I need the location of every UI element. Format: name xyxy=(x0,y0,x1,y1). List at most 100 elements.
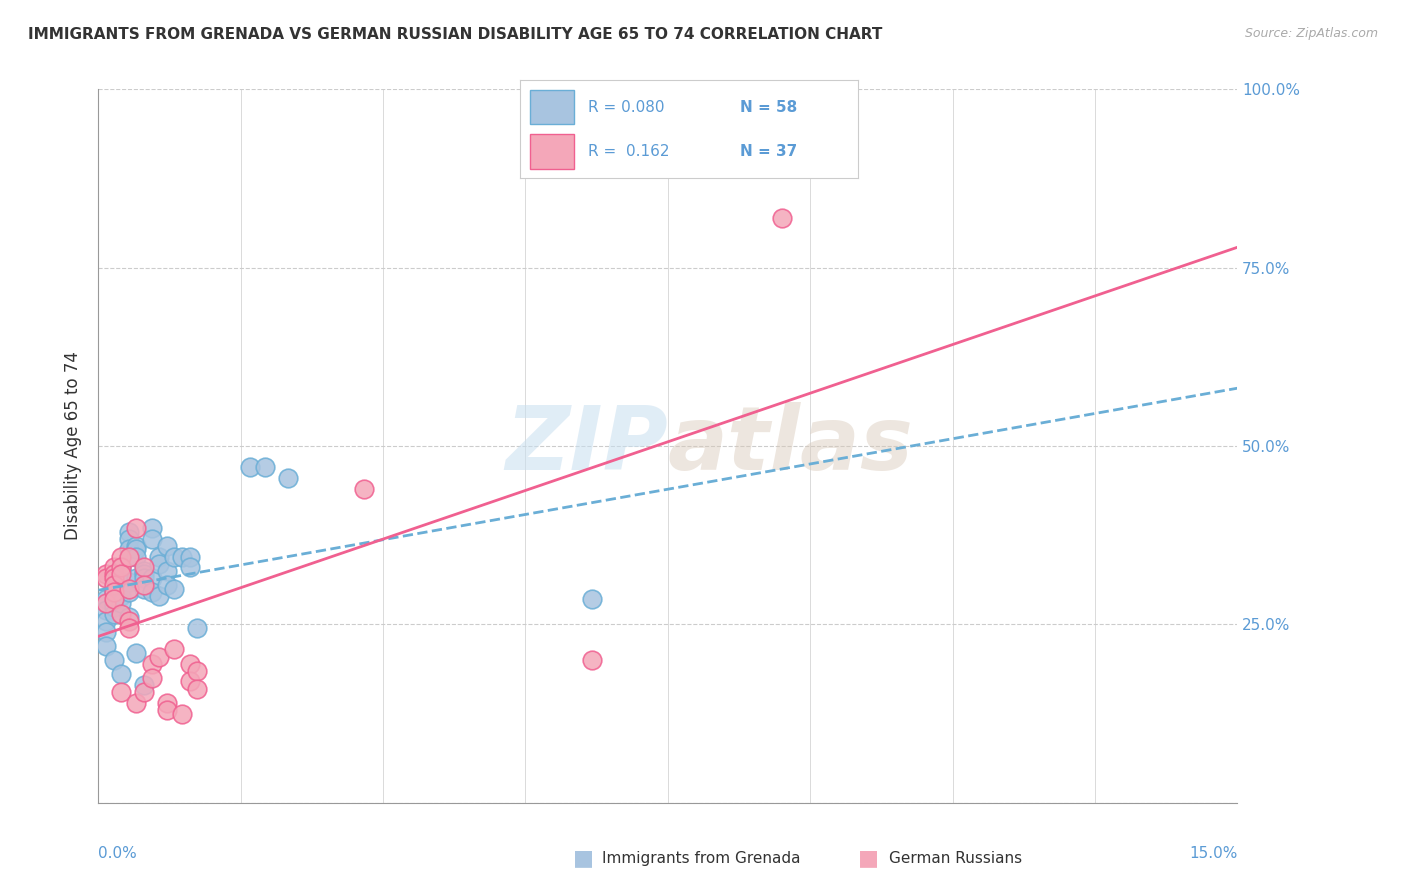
Point xyxy=(103,560,125,574)
Point xyxy=(118,614,141,628)
Point xyxy=(186,664,208,678)
Text: ZIP: ZIP xyxy=(505,402,668,490)
Point xyxy=(125,571,148,585)
Point xyxy=(148,589,170,603)
Point xyxy=(179,674,201,689)
Point xyxy=(770,211,793,225)
Point xyxy=(94,596,117,610)
Point xyxy=(156,564,179,578)
Text: ■: ■ xyxy=(859,848,879,868)
Point xyxy=(125,646,148,660)
Point xyxy=(118,532,141,546)
Point xyxy=(110,596,132,610)
Point xyxy=(118,549,141,564)
Point xyxy=(125,521,148,535)
Point xyxy=(110,564,132,578)
Point xyxy=(94,614,117,628)
Point xyxy=(110,560,132,574)
Point xyxy=(110,574,132,589)
Point xyxy=(132,564,155,578)
Point xyxy=(125,696,148,710)
Point xyxy=(103,585,125,599)
Point xyxy=(170,706,193,721)
Point xyxy=(118,610,141,624)
Bar xyxy=(530,134,574,169)
Text: ■: ■ xyxy=(574,848,593,868)
Point xyxy=(254,460,277,475)
Point xyxy=(103,567,125,582)
Point xyxy=(103,596,125,610)
Point xyxy=(118,574,141,589)
Point xyxy=(110,567,132,582)
Point xyxy=(179,549,201,564)
Point xyxy=(110,560,132,574)
Point xyxy=(277,471,299,485)
Point xyxy=(118,585,141,599)
Point xyxy=(141,657,163,671)
Point xyxy=(163,642,186,657)
Point xyxy=(170,549,193,564)
Point xyxy=(103,571,125,585)
Point xyxy=(103,574,125,589)
Point xyxy=(103,653,125,667)
Point xyxy=(179,560,201,574)
Point xyxy=(141,521,163,535)
Y-axis label: Disability Age 65 to 74: Disability Age 65 to 74 xyxy=(65,351,83,541)
Point xyxy=(103,599,125,614)
Point xyxy=(132,560,155,574)
Point xyxy=(110,607,132,621)
Point xyxy=(103,578,125,592)
Point xyxy=(353,482,375,496)
Point xyxy=(148,557,170,571)
Point xyxy=(141,671,163,685)
Point xyxy=(132,571,155,585)
Point xyxy=(110,685,132,699)
Text: atlas: atlas xyxy=(668,402,914,490)
Point xyxy=(118,524,141,539)
Point xyxy=(156,703,179,717)
Point xyxy=(110,582,132,596)
Point xyxy=(94,603,117,617)
Point xyxy=(581,653,603,667)
Text: R =  0.162: R = 0.162 xyxy=(588,144,669,159)
Point xyxy=(94,571,117,585)
Text: Source: ZipAtlas.com: Source: ZipAtlas.com xyxy=(1244,27,1378,40)
Text: 15.0%: 15.0% xyxy=(1189,846,1237,861)
Point xyxy=(103,582,125,596)
Point xyxy=(156,578,179,592)
Point xyxy=(141,585,163,599)
Text: R = 0.080: R = 0.080 xyxy=(588,100,664,115)
Text: Immigrants from Grenada: Immigrants from Grenada xyxy=(602,851,800,865)
Point xyxy=(186,621,208,635)
Point xyxy=(94,567,117,582)
Point xyxy=(132,678,155,692)
Point xyxy=(163,549,186,564)
Point xyxy=(103,585,125,599)
Point xyxy=(163,582,186,596)
Point xyxy=(186,681,208,696)
Text: 0.0%: 0.0% xyxy=(98,846,138,861)
Point xyxy=(132,582,155,596)
Point xyxy=(239,460,262,475)
Text: N = 58: N = 58 xyxy=(740,100,797,115)
Point xyxy=(103,578,125,592)
Bar xyxy=(530,90,574,124)
Point xyxy=(156,539,179,553)
Point xyxy=(132,578,155,592)
Point xyxy=(118,621,141,635)
Point xyxy=(110,567,132,582)
Text: N = 37: N = 37 xyxy=(740,144,797,159)
Point xyxy=(125,549,148,564)
Point xyxy=(156,696,179,710)
Point xyxy=(125,539,148,553)
Point xyxy=(148,549,170,564)
Point xyxy=(94,639,117,653)
Point xyxy=(581,592,603,607)
Point xyxy=(94,624,117,639)
Point xyxy=(110,589,132,603)
Point xyxy=(103,571,125,585)
Point xyxy=(148,649,170,664)
Point xyxy=(103,592,125,607)
Point xyxy=(118,582,141,596)
Point xyxy=(118,542,141,557)
